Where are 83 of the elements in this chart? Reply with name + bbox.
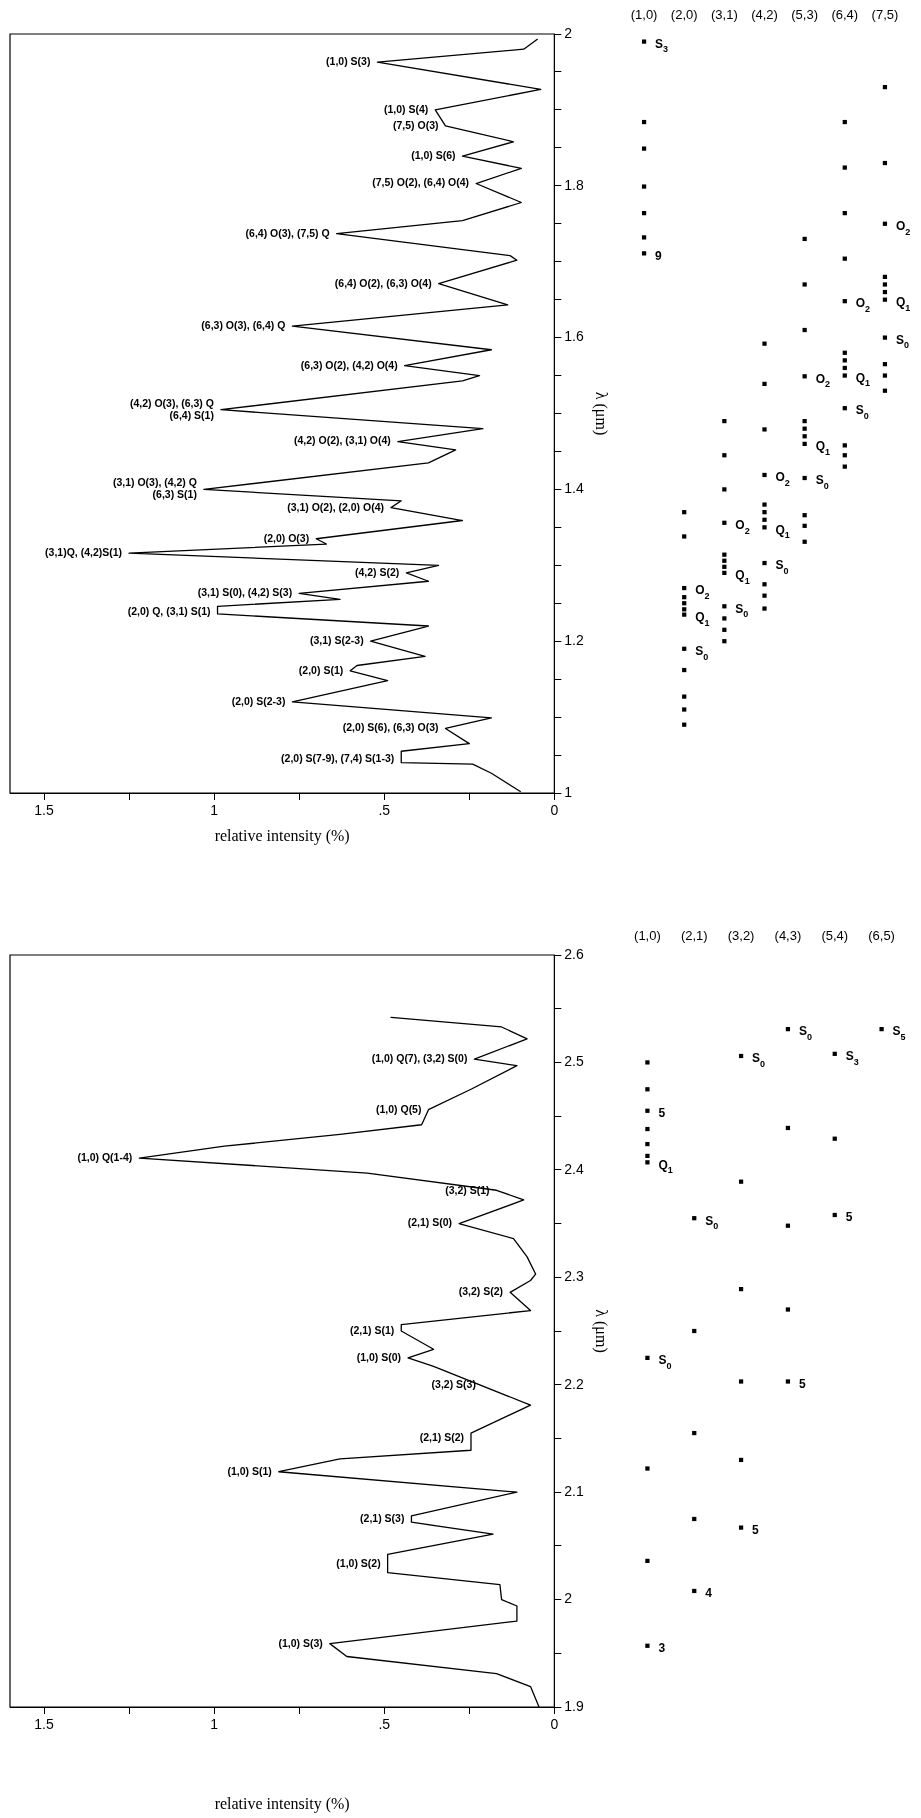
annotation: 4 — [705, 1586, 713, 1601]
annotation: (3,1) O(3), (4,2) Q (6,3) S(1) — [112, 476, 197, 501]
x-tick-label: (1,0) — [634, 927, 661, 943]
annotation: (1,0) S(4) — [383, 102, 429, 115]
x-tick-label: 1.5 — [34, 802, 54, 819]
annotation: (2,1) S(0) — [407, 1216, 453, 1229]
y-tick-label: 1.4 — [564, 480, 585, 497]
y-axis-title: λ (μm) — [592, 1309, 611, 1353]
annotation: (4,2) S(2) — [355, 565, 400, 578]
y-tick-label: 2.1 — [564, 1483, 585, 1499]
annotation: (2,0) O(3) — [263, 531, 310, 544]
annotation: (6,4) O(3), (7,5) Q — [245, 226, 330, 239]
x-tick-label: (6,5) — [868, 927, 895, 943]
y-tick-label: 2 — [564, 1590, 573, 1607]
annotation: (2,0) S(2-3) — [231, 694, 286, 707]
y-tick-label: 2.4 — [564, 1160, 585, 1177]
annotation: 3 — [658, 1641, 666, 1656]
x-tick-label: (2,0) — [670, 6, 698, 22]
annotation: (3,1) S(2-3) — [309, 634, 364, 647]
annotation: (2,0) S(7-9), (7,4) S(1-3) — [281, 751, 395, 764]
x-tick-label: (1,0) — [630, 6, 658, 22]
annotation: (2,0) S(1) — [298, 663, 344, 676]
annotation: 5 — [752, 1522, 760, 1537]
y-tick-label: 1.9 — [564, 1697, 585, 1714]
annotation: (2,0) Q, (3,1) S(1) — [127, 605, 211, 618]
x-tick-label: 0 — [550, 802, 559, 819]
annotation: (3,2) S(3) — [431, 1377, 476, 1390]
annotation: (2,0) S(6), (6,3) O(3) — [342, 721, 439, 734]
annotation: (6,4) O(2), (6,3) O(4) — [334, 276, 432, 289]
x-tick-label: (7,5) — [871, 6, 899, 22]
annotation: (1,0) S(0) — [356, 1350, 402, 1363]
y-tick-label: 2.5 — [564, 1053, 585, 1070]
y-tick-label: 1 — [564, 783, 573, 800]
x-tick-label: (4,2) — [751, 6, 778, 22]
annotation: (1,0) Q(7), (3,2) S(0) — [371, 1052, 468, 1065]
y-tick-label: 2.6 — [564, 945, 585, 962]
annotation: 5 — [658, 1106, 666, 1121]
annotation: (1,0) S(2) — [336, 1557, 381, 1570]
y-tick-label: 1.6 — [564, 328, 585, 345]
annotation: (1,0) S(3) — [278, 1636, 323, 1649]
x-tick-label: 0 — [550, 1716, 559, 1733]
annotation: 5 — [845, 1210, 853, 1225]
x-tick-label: (4,3) — [774, 927, 802, 943]
annotation: (7,5) O(2), (6,4) O(4) — [372, 176, 470, 189]
x-tick-label: (2,1) — [680, 927, 708, 943]
x-axis-title: relative intensity (%) — [214, 1794, 350, 1813]
y-tick-label: 2.3 — [564, 1268, 585, 1285]
y-tick-label: 1.2 — [564, 632, 585, 649]
x-tick-label: (5,3) — [791, 6, 819, 22]
annotation: (1,0) S(1) — [227, 1464, 272, 1477]
x-tick-label: (5,4) — [821, 927, 849, 943]
y-tick-label: 1.8 — [564, 176, 585, 193]
x-tick-label: 1.5 — [34, 1716, 54, 1733]
annotation: (2,1) S(1) — [349, 1323, 395, 1336]
annotation: (1,0) Q(5) — [375, 1102, 422, 1115]
x-tick-label: 1 — [210, 1716, 219, 1733]
annotation: (3,2) S(1) — [445, 1184, 490, 1197]
annotation: (6,3) O(2), (4,2) O(4) — [300, 358, 398, 371]
x-tick-label: .5 — [378, 1716, 391, 1733]
x-tick-label: 1 — [210, 802, 219, 819]
annotation: (6,3) O(3), (6,4) Q — [201, 319, 286, 332]
annotation: (1,0) S(3) — [326, 54, 371, 67]
annotation: (3,1) O(2), (2,0) O(4) — [287, 500, 385, 513]
y-tick-label: 2 — [564, 24, 573, 41]
annotation: (1,0) S(6) — [411, 149, 456, 162]
annotation: (1,0) Q(1-4) — [77, 1150, 133, 1163]
annotation: (3,2) S(2) — [458, 1285, 504, 1298]
annotation: (4,2) O(2), (3,1) O(4) — [293, 434, 391, 447]
annotation: (4,2) O(3), (6,3) Q (6,4) S(1) — [129, 396, 214, 421]
annotation: (2,1) S(2) — [419, 1431, 464, 1444]
annotation: 5 — [798, 1376, 806, 1391]
x-tick-label: (3,1) — [710, 6, 738, 22]
y-tick-label: 2.2 — [564, 1375, 585, 1392]
x-tick-label: .5 — [378, 802, 391, 819]
annotation: (7,5) O(3) — [392, 118, 439, 131]
x-tick-label: (6,4) — [831, 6, 859, 22]
x-axis-title: relative intensity (%) — [214, 826, 350, 845]
annotation: (3,1)Q, (4,2)S(1) — [45, 546, 123, 559]
annotation: (3,1) S(0), (4,2) S(3) — [197, 586, 293, 599]
annotation: (2,1) S(3) — [360, 1511, 405, 1524]
annotation: 9 — [655, 248, 663, 263]
y-axis-title: λ (μm) — [592, 391, 611, 436]
x-tick-label: (3,2) — [727, 927, 755, 943]
